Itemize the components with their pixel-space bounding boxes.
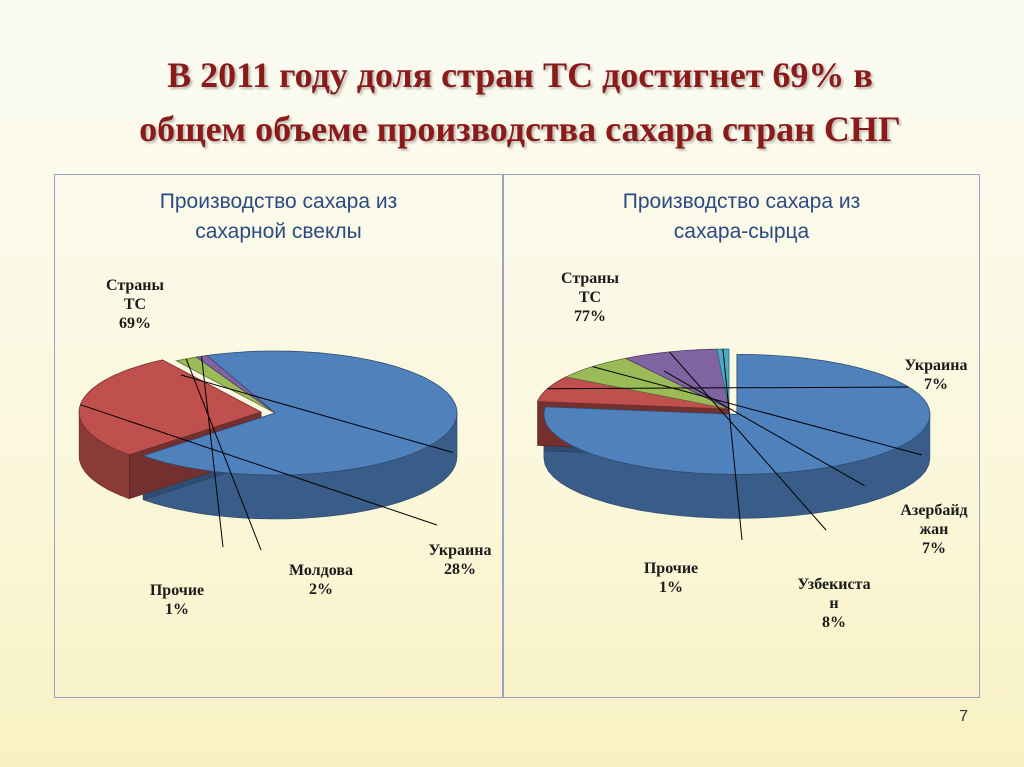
leader-line-украина — [80, 404, 438, 526]
data-label-узбекистан: Узбекиста н 8% — [797, 576, 870, 631]
leader-line-азербайджан — [592, 366, 923, 456]
leader-line-молдова — [185, 358, 262, 551]
data-label-молдова: Молдова 2% — [289, 562, 353, 598]
page-number: 7 — [959, 708, 968, 725]
slide-title-line-2: общем объеме производства сахара стран С… — [139, 109, 901, 149]
leader-line-украина — [547, 386, 909, 390]
chart-title-line-1: Производство сахара из — [159, 190, 398, 213]
chart-title: Производство сахара из сахарной свеклы — [55, 187, 502, 247]
leader-line-страны-тс — [180, 374, 454, 453]
slide-title-line-1: В 2011 году доля стран ТС достигнет 69% … — [167, 55, 873, 95]
slice-страны-тс — [141, 350, 458, 476]
slide-title: В 2011 году доля стран ТС достигнет 69% … — [60, 48, 980, 156]
data-label-прочие: Прочие 1% — [644, 560, 698, 596]
leader-line-страны-тс — [663, 370, 865, 487]
data-label-прочие: Прочие 1% — [150, 582, 204, 618]
data-label-страны-тс: Страны ТС 69% — [106, 277, 165, 332]
pie-chart-raw-sugar: Страны ТС 77% Украина 7% Азербайд жан 7% Узбекис… — [536, 270, 968, 631]
chart-panel-beet-sugar: Производство сахара из сахарной свеклы С… — [54, 174, 503, 698]
chart-title: Производство сахара из сахара-сырца — [504, 187, 979, 247]
chart-panel-raw-sugar: Производство сахара из сахара-сырца Стра… — [503, 174, 980, 698]
leader-line-узбекистан — [669, 351, 827, 531]
data-label-страны-тс: Страны ТС 77% — [561, 270, 620, 325]
leader-line-прочие — [722, 348, 743, 541]
chart-title-line-1: Производство сахара из — [622, 190, 861, 213]
chart-title-line-2: сахара-сырца — [673, 220, 810, 243]
chart-title-line-2: сахарной свеклы — [195, 220, 362, 243]
data-label-украина: Украина 7% — [905, 357, 968, 393]
slice-страны-тс — [543, 354, 931, 475]
leader-line-прочие — [201, 356, 224, 548]
data-label-азербайджан: Азербайд жан 7% — [900, 502, 967, 557]
slice-украина — [78, 359, 263, 456]
pie-chart-beet-sugar: Страны ТС 69% Украина 28% Молдова 2% Прочие 1% — [78, 277, 492, 618]
data-label-украина: Украина 28% — [429, 542, 492, 578]
slice-прочие — [195, 355, 276, 414]
